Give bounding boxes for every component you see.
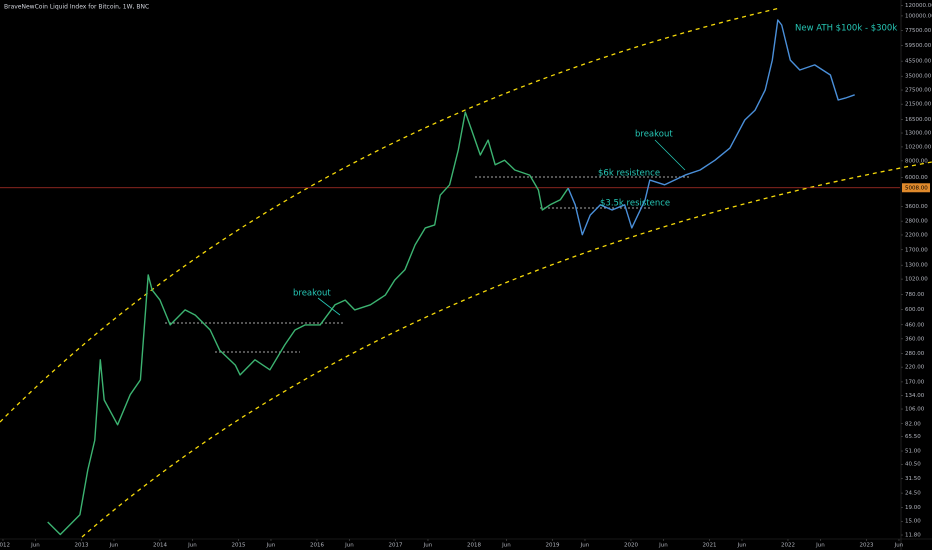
chart-title: BraveNewCoin Liquid Index for Bitcoin, 1… <box>4 4 149 11</box>
y-tick-label: 65.50 <box>905 434 921 440</box>
annotation: breakout <box>635 130 673 140</box>
annotation: $3.5k resistence <box>600 199 670 209</box>
x-tick-label: 2017 <box>388 543 402 549</box>
annotation: $6k resistence <box>598 169 660 179</box>
annotation: New ATH $100k - $300k <box>795 24 897 34</box>
x-tick-label: Jun <box>580 543 590 549</box>
x-tick-label: Jun <box>109 543 119 549</box>
annotation: breakout <box>293 289 331 299</box>
y-tick-label: 35000.00 <box>905 74 932 80</box>
x-tick-label: 2022 <box>781 543 795 549</box>
lower-channel <box>81 161 932 538</box>
x-tick-label: Jun <box>423 543 433 549</box>
x-tick-label: 2013 <box>74 543 88 549</box>
y-tick-label: 6000.00 <box>905 175 928 181</box>
x-tick-label: Jun <box>501 543 511 549</box>
y-tick-label: 51.00 <box>905 449 921 455</box>
y-tick-label: 280.00 <box>905 351 925 357</box>
y-tick-label: 360.00 <box>905 336 925 342</box>
x-tick-label: Jun <box>815 543 825 549</box>
x-tick-label: 2014 <box>153 543 167 549</box>
current-price-tag <box>902 183 930 193</box>
y-tick-label: 40.50 <box>905 462 921 468</box>
x-tick-label: Jun <box>344 543 354 549</box>
x-tick-label: 2018 <box>467 543 481 549</box>
y-tick-label: 15.00 <box>905 519 921 525</box>
arrow <box>654 139 686 171</box>
y-tick-label: 13000.00 <box>905 131 932 137</box>
price-line <box>567 19 855 236</box>
y-tick-label: 8000.00 <box>905 158 928 164</box>
y-tick-label: 31.50 <box>905 476 921 482</box>
y-tick-label: 45500.00 <box>905 59 932 65</box>
x-tick-label: 2020 <box>624 543 638 549</box>
y-tick-label: 106.00 <box>905 407 925 413</box>
y-tick-label: 1020.00 <box>905 277 928 283</box>
y-tick-label: 21500.00 <box>905 102 932 108</box>
y-tick-label: 59500.00 <box>905 43 932 49</box>
arrow <box>317 297 341 316</box>
x-tick-label: Jun <box>30 543 40 549</box>
current-price-label: 5008.00 <box>905 185 928 191</box>
x-tick-label: Jun <box>658 543 668 549</box>
x-tick-label: 2016 <box>310 543 324 549</box>
y-tick-label: 19.00 <box>905 505 921 511</box>
y-tick-label: 16500.00 <box>905 117 932 123</box>
y-tick-label: 11.80 <box>905 533 921 539</box>
y-tick-label: 77500.00 <box>905 28 932 34</box>
y-tick-label: 134.00 <box>905 393 925 399</box>
x-tick-label: 2021 <box>702 543 716 549</box>
x-tick-label: Jun <box>737 543 747 549</box>
x-tick-label: Jun <box>187 543 197 549</box>
x-tick-label: 2012 <box>0 543 10 549</box>
x-tick-label: 2023 <box>859 543 873 549</box>
x-tick-label: Jun <box>894 543 904 549</box>
x-tick-label: 2019 <box>545 543 559 549</box>
upper-channel <box>0 7 781 423</box>
y-tick-label: 1300.00 <box>905 263 928 269</box>
y-tick-label: 82.00 <box>905 421 921 427</box>
x-tick-label: Jun <box>266 543 276 549</box>
y-tick-label: 1700.00 <box>905 247 928 253</box>
y-tick-label: 600.00 <box>905 307 925 313</box>
y-tick-label: 220.00 <box>905 365 925 371</box>
x-tick-label: 2015 <box>231 543 245 549</box>
y-tick-label: 120000.00 <box>905 3 932 9</box>
y-tick-label: 460.00 <box>905 322 925 328</box>
y-tick-label: 100000.00 <box>905 13 932 19</box>
price-line <box>47 111 569 536</box>
y-tick-label: 2200.00 <box>905 232 928 238</box>
y-tick-label: 24.50 <box>905 491 921 497</box>
y-tick-label: 780.00 <box>905 292 925 298</box>
y-tick-label: 27500.00 <box>905 88 932 94</box>
y-tick-label: 170.00 <box>905 379 925 385</box>
y-tick-label: 2800.00 <box>905 219 928 225</box>
y-tick-label: 3600.00 <box>905 204 928 210</box>
y-tick-label: 10200.00 <box>905 144 932 150</box>
